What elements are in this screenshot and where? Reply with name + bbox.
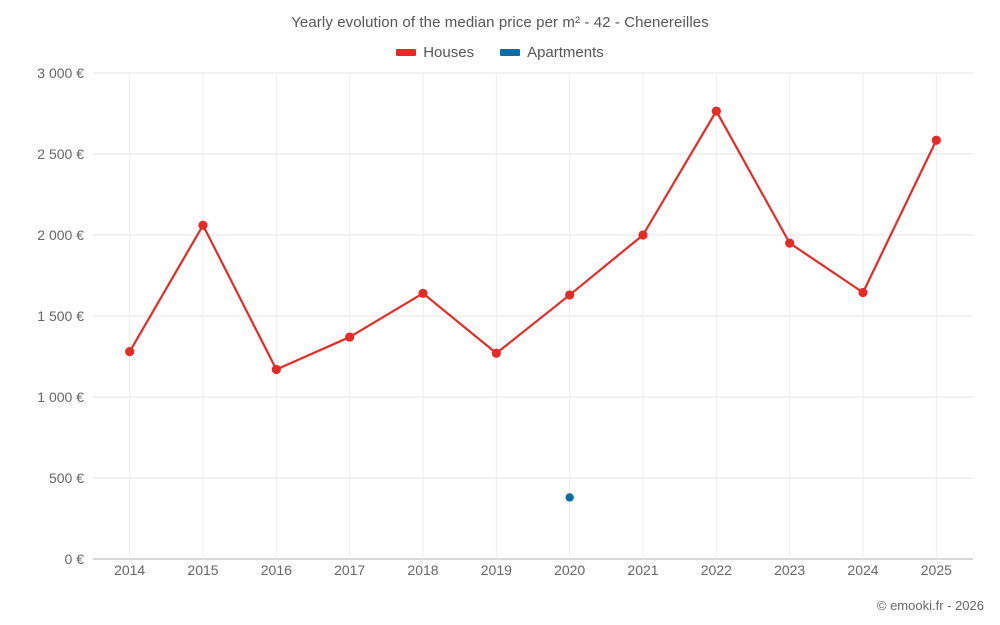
y-axis-tick-label: 2 500 € — [37, 146, 84, 162]
x-axis-tick-label: 2015 — [187, 562, 219, 578]
legend-swatch-houses — [396, 49, 417, 56]
data-point-houses-2025[interactable] — [931, 135, 941, 145]
y-axis-labels: 0 € 500 € 1 000 € 1 500 € 2 000 € 2 500 € 3 00… — [0, 65, 84, 567]
data-point-houses-2023[interactable] — [785, 238, 795, 248]
x-axis-labels: 2014 2015 2016 2017 2018 2019 2020 2021 2022 2023… — [93, 562, 973, 586]
x-axis-tick-label: 2018 — [407, 562, 439, 578]
x-axis-tick-label: 2019 — [480, 562, 512, 578]
y-axis-tick-label: 500 € — [48, 470, 84, 486]
legend-item-apartments[interactable]: Apartments — [500, 44, 604, 61]
data-point-houses-2024[interactable] — [858, 287, 868, 298]
x-axis-tick-label: 2023 — [774, 562, 806, 578]
x-axis-tick-label: 2014 — [114, 562, 146, 578]
data-point-houses-2014[interactable] — [125, 347, 135, 357]
legend-item-houses[interactable]: Houses — [396, 44, 474, 61]
plot-area — [93, 72, 973, 560]
series-line-houses — [128, 109, 938, 371]
data-point-houses-2018[interactable] — [418, 288, 428, 298]
data-point-houses-2021[interactable] — [638, 230, 648, 240]
chart-title: Yearly evolution of the median price per… — [291, 14, 709, 31]
y-axis-tick-label: 1 500 € — [37, 308, 84, 324]
x-axis-tick-label: 2024 — [847, 562, 879, 578]
x-axis-tick-label: 2025 — [920, 562, 952, 578]
y-axis-tick-label: 0 € — [64, 551, 84, 567]
data-point-apartments-2020[interactable] — [565, 493, 574, 502]
x-axis-tick-label: 2016 — [260, 562, 292, 578]
chart-gridlines — [93, 72, 973, 560]
data-point-houses-2016[interactable] — [271, 364, 281, 375]
chart-legend: Houses Apartments — [0, 44, 1000, 61]
chart-credit: © emooki.fr - 2026 — [876, 598, 984, 613]
data-point-houses-2017[interactable] — [345, 332, 355, 342]
y-axis-tick-label: 3 000 € — [37, 65, 84, 81]
legend-label-apartments: Apartments — [527, 44, 604, 61]
legend-swatch-apartments — [500, 49, 521, 56]
data-point-houses-2019[interactable] — [491, 348, 501, 358]
x-axis-tick-label: 2020 — [554, 562, 586, 578]
data-point-houses-2022[interactable] — [711, 106, 721, 116]
data-point-houses-2020[interactable] — [565, 290, 575, 300]
legend-label-houses: Houses — [423, 44, 475, 61]
x-axis-tick-label: 2022 — [700, 562, 732, 578]
x-axis-tick-label: 2017 — [334, 562, 366, 578]
y-axis-tick-label: 2 000 € — [37, 227, 84, 243]
data-point-houses-2015[interactable] — [198, 220, 208, 230]
x-axis-tick-label: 2021 — [627, 562, 659, 578]
y-axis-tick-label: 1 000 € — [37, 389, 84, 405]
chart-series-layer — [125, 106, 941, 502]
